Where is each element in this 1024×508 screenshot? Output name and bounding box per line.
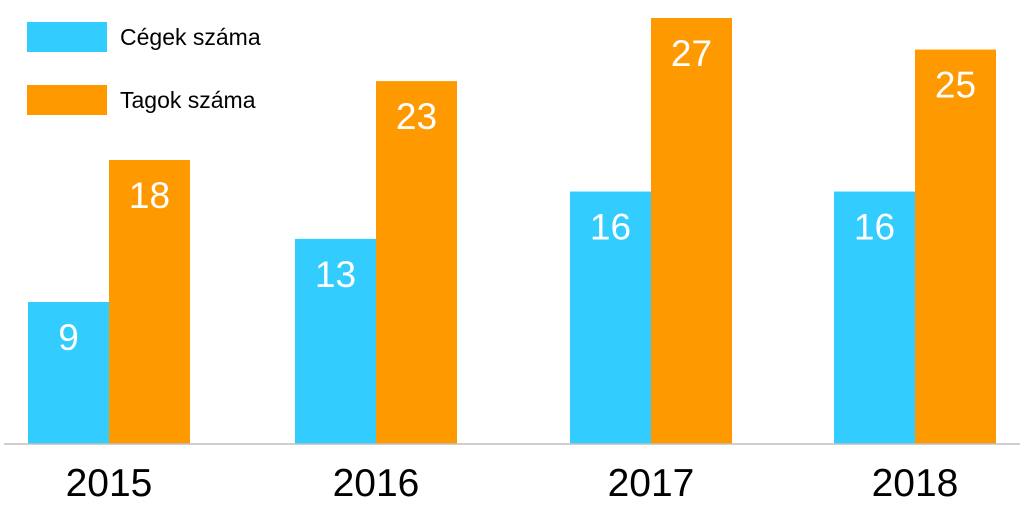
data-label-2018-series-2: 25: [935, 65, 976, 106]
bar-2018-series-2: [915, 49, 996, 445]
bar-2016-series-2: [376, 81, 457, 444]
data-label-2016-series-2: 23: [396, 96, 437, 137]
x-tick-label-2015: 2015: [66, 462, 153, 505]
bar-2015-series-1: [28, 302, 109, 444]
data-label-2015-series-2: 18: [129, 175, 170, 216]
x-tick-label-2016: 2016: [333, 462, 420, 505]
data-label-2018-series-1: 16: [854, 207, 895, 248]
x-tick-label-2017: 2017: [608, 462, 695, 505]
legend-swatch-tagok: [27, 85, 107, 115]
x-tick-labels-group: 2015 2016 2017 2018: [66, 462, 959, 505]
legend-label-cegek: Cégek száma: [120, 24, 261, 50]
bar-2017-series-1: [570, 191, 651, 444]
bar-2015-series-2: [109, 160, 190, 444]
bar-2017-series-2: [651, 18, 732, 444]
data-label-2015-series-1: 9: [58, 317, 79, 358]
data-label-2017-series-2: 27: [671, 33, 712, 74]
data-labels-group: 9 18 13 23 16 27 16 25: [58, 33, 976, 358]
legend-swatch-cegek: [27, 22, 107, 52]
data-label-2017-series-1: 16: [590, 207, 631, 248]
bar-2018-series-1: [834, 191, 915, 444]
x-tick-label-2018: 2018: [872, 462, 959, 505]
bars-group: [28, 18, 996, 445]
legend-label-tagok: Tagok száma: [120, 87, 256, 113]
data-label-2016-series-1: 13: [315, 254, 356, 295]
bar-2016-series-1: [295, 238, 376, 444]
